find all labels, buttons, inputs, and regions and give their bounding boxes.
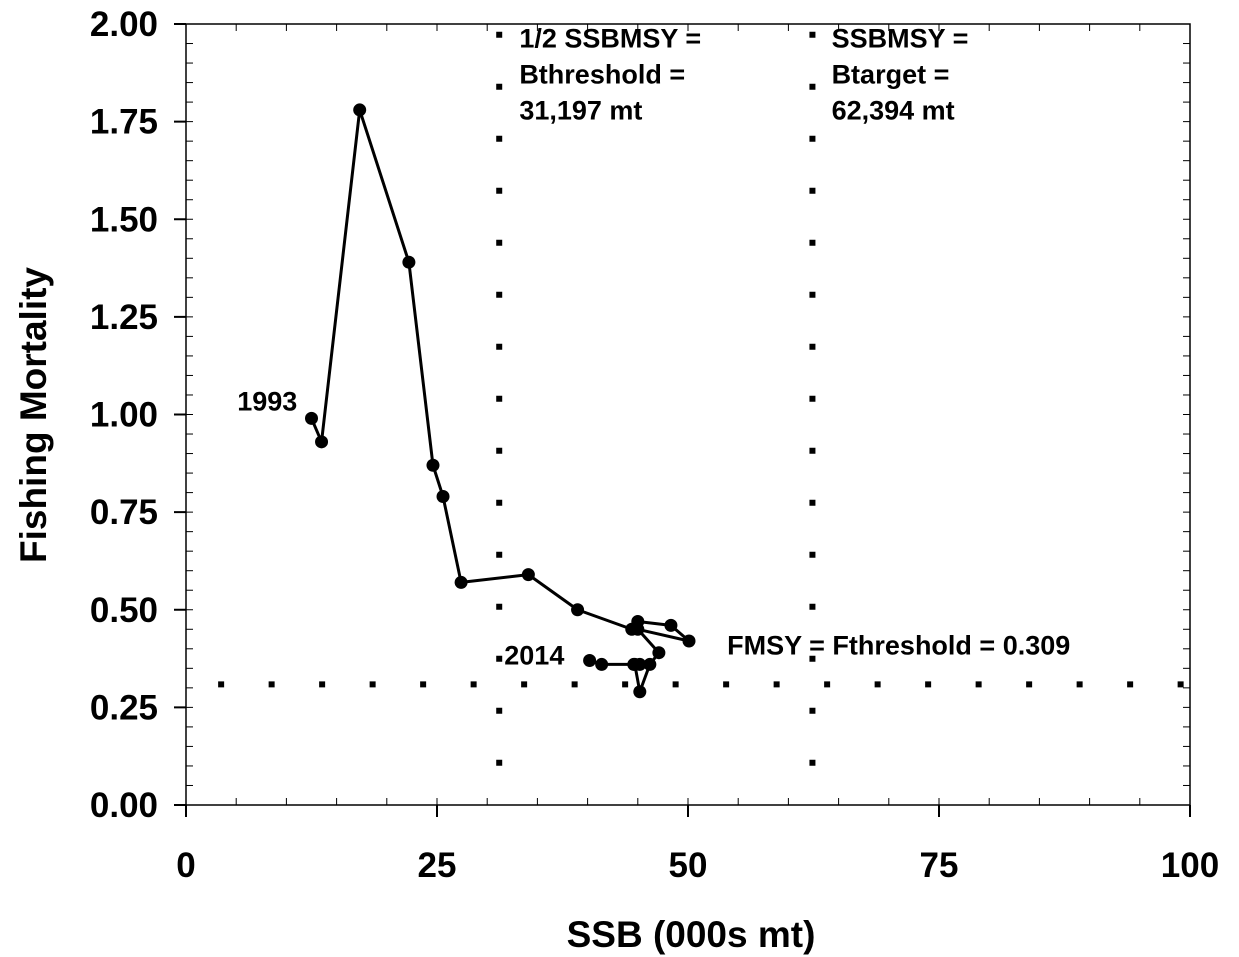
fmsy-label: FMSY = Fthreshold = 0.309	[727, 631, 1070, 661]
y-tick-label: 1.25	[90, 298, 158, 337]
plot-frame	[185, 23, 1191, 806]
data-point	[652, 646, 666, 660]
data-point	[627, 657, 641, 671]
y-tick-label: 1.00	[90, 396, 158, 435]
data-point	[631, 622, 645, 636]
year-end-label: 2014	[504, 640, 564, 670]
x-tick-label: 50	[669, 846, 708, 885]
y-tick-label: 1.75	[90, 103, 158, 142]
year-start-label: 1993	[237, 387, 297, 417]
data-point	[633, 685, 647, 699]
data-point	[305, 411, 318, 425]
y-axis-label: Fishing Mortality	[13, 267, 54, 563]
y-tick-label: 0.50	[90, 591, 158, 630]
data-point	[595, 657, 609, 671]
data-point	[454, 575, 468, 589]
data-point	[643, 657, 657, 671]
data-point	[315, 435, 329, 449]
x-tick-label: 75	[920, 846, 959, 885]
data-point	[436, 490, 450, 504]
data-point	[664, 618, 678, 632]
x-tick-label: 100	[1161, 846, 1219, 885]
y-tick-label: 2.00	[90, 5, 158, 44]
x-axis-label: SSB (000s mt)	[567, 914, 816, 955]
y-tick-label: 0.75	[90, 493, 158, 532]
y-tick-label: 0.25	[90, 688, 158, 727]
data-point	[426, 458, 440, 472]
x-tick-label: 25	[418, 846, 457, 885]
x-tick-label: 0	[176, 846, 195, 885]
data-point	[353, 103, 367, 117]
target-label: SSBMSY = Btarget = 62,394 mt	[832, 23, 969, 125]
threshold-label: 1/2 SSBMSY = Bthreshold = 31,197 mt	[519, 23, 701, 125]
y-tick-label: 1.50	[90, 200, 158, 239]
data-point	[402, 255, 416, 269]
data-point	[583, 654, 597, 668]
data-point	[521, 568, 535, 582]
data-point	[571, 603, 585, 617]
data-point	[682, 634, 696, 648]
y-tick-label: 0.00	[90, 786, 158, 825]
